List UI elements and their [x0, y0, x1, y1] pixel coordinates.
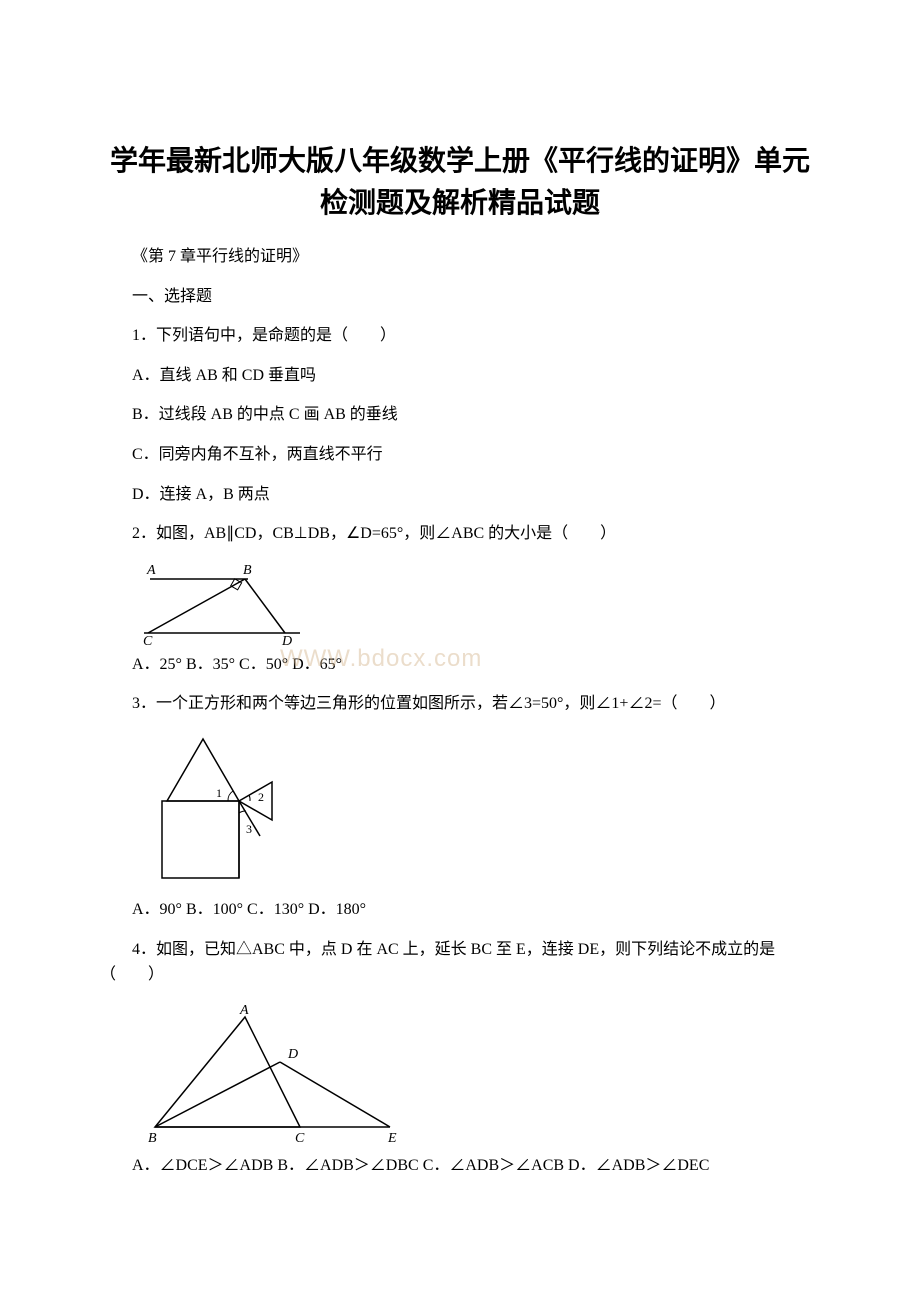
- q3-options: A．90° B．100° C．130° D．180°: [100, 897, 820, 923]
- q2-label-c: C: [143, 634, 153, 646]
- q3-angle-1: 1: [216, 786, 222, 800]
- section-heading: 一、选择题: [100, 284, 820, 310]
- q2-label-d: D: [281, 634, 292, 646]
- q1-option-c: C．同旁内角不互补，两直线不平行: [100, 442, 820, 468]
- q4-stem: 4．如图，已知△ABC 中，点 D 在 AC 上，延长 BC 至 E，连接 DE…: [100, 937, 820, 988]
- q2-stem: 2．如图，AB∥CD，CB⊥DB，∠D=65°，则∠ABC 的大小是（ ）: [100, 521, 820, 547]
- q4-label-b: B: [148, 1131, 157, 1146]
- q2-diagram: A B C D: [140, 561, 820, 646]
- q3-diagram: 1 2 3: [140, 731, 820, 891]
- q1-option-d: D．连接 A，B 两点: [100, 482, 820, 508]
- page-title: 学年最新北师大版八年级数学上册《平行线的证明》单元 检测题及解析精品试题: [100, 140, 820, 224]
- q3-angle-2: 2: [258, 790, 264, 804]
- q2-options: A．25° B．35° C．50° D．65°: [100, 652, 820, 678]
- q4-diagram: A B C D E: [140, 1002, 820, 1147]
- q3-stem: 3．一个正方形和两个等边三角形的位置如图所示，若∠3=50°，则∠1+∠2=（ …: [100, 691, 820, 717]
- title-line-1: 学年最新北师大版八年级数学上册《平行线的证明》单元: [110, 145, 810, 176]
- q4-label-e: E: [387, 1131, 397, 1146]
- title-line-2: 检测题及解析精品试题: [320, 187, 600, 218]
- q4-options: A．∠DCE＞∠ADB B．∠ADB＞∠DBC C．∠ADB＞∠ACB D．∠A…: [100, 1153, 820, 1179]
- q4-label-c: C: [295, 1131, 305, 1146]
- q2-label-a: A: [146, 563, 156, 578]
- q3-angle-3: 3: [246, 822, 252, 836]
- q1-option-a: A．直线 AB 和 CD 垂直吗: [100, 363, 820, 389]
- q1-option-b: B．过线段 AB 的中点 C 画 AB 的垂线: [100, 402, 820, 428]
- q4-label-d: D: [287, 1047, 298, 1062]
- q4-label-a: A: [239, 1003, 249, 1018]
- chapter-heading: 《第 7 章平行线的证明》: [100, 244, 820, 270]
- q2-label-b: B: [243, 563, 252, 578]
- q1-stem: 1．下列语句中，是命题的是（ ）: [100, 323, 820, 349]
